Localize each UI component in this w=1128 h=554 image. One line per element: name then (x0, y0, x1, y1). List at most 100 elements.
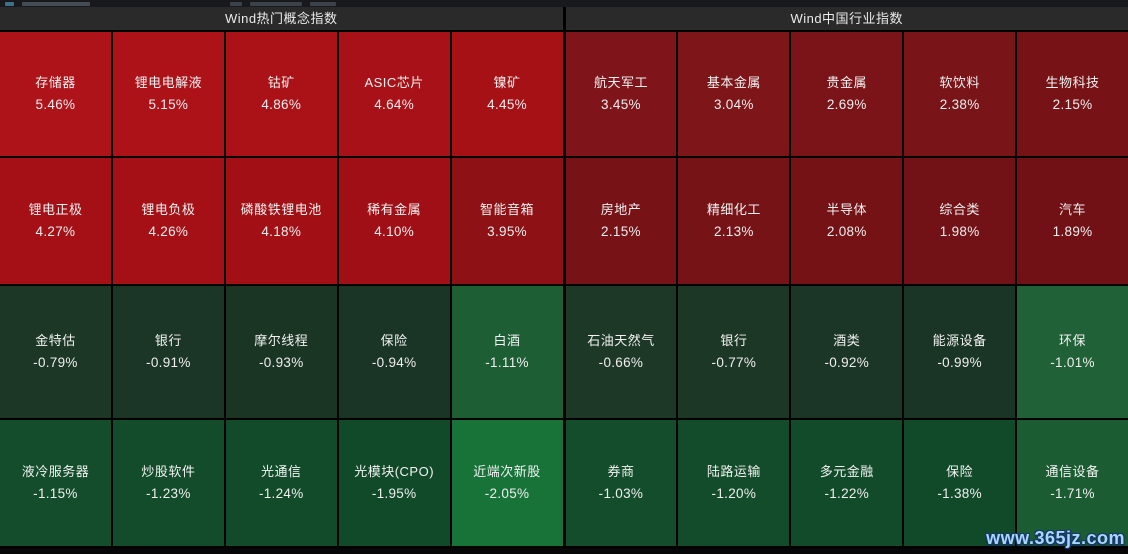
heatmap-cell[interactable]: 精细化工 2.13% (678, 158, 789, 284)
cell-name: 航天军工 (594, 76, 648, 89)
cell-value: -1.24% (259, 487, 304, 501)
section-header-band: Wind热门概念指数 Wind中国行业指数 (0, 7, 1128, 32)
clipped-toolbar-icon (5, 2, 14, 6)
cell-value: -0.94% (372, 356, 417, 370)
cell-value: -0.91% (146, 356, 191, 370)
cell-name: 稀有金属 (367, 203, 421, 216)
cell-value: 2.13% (714, 225, 754, 239)
heatmap-cell[interactable]: 能源设备-0.99% (904, 286, 1015, 418)
cell-name: 摩尔线程 (254, 334, 308, 347)
cell-name: 保险 (381, 334, 408, 347)
heatmap-cell[interactable]: 银行 -0.77% (678, 286, 789, 418)
heatmap-cell[interactable]: 保险 -0.94% (339, 286, 450, 418)
cell-value: -0.66% (599, 356, 644, 370)
heatmap-cell[interactable]: 存储器 5.46% (0, 32, 111, 156)
cell-value: -1.22% (824, 487, 869, 501)
cell-value: -1.01% (1050, 356, 1095, 370)
cell-value: -1.95% (372, 487, 417, 501)
cell-name: 多元金融 (820, 465, 874, 478)
cell-name: 陆路运输 (707, 465, 761, 478)
clipped-toolbar-fragment (310, 2, 336, 6)
bottom-bar (0, 548, 1128, 554)
cell-value: 5.15% (148, 98, 188, 112)
heatmap-cell[interactable]: 液冷服务器-1.15% (0, 420, 111, 546)
cell-value: 5.46% (36, 98, 76, 112)
cell-name: 白酒 (494, 334, 521, 347)
heatmap-cell[interactable]: 光模块(CPO)-1.95% (339, 420, 450, 546)
heatmap-cell[interactable]: 石油天然气 -0.66% (566, 286, 677, 418)
clipped-toolbar (0, 0, 1128, 7)
heatmap-cell[interactable]: 软饮料 2.38% (904, 32, 1015, 156)
cell-name: 保险 (946, 465, 973, 478)
cell-value: 4.64% (374, 98, 414, 112)
section-title-industry: Wind中国行业指数 (790, 12, 903, 25)
cell-value: 1.89% (1053, 225, 1093, 239)
header-half-right: Wind中国行业指数 (563, 7, 1128, 30)
cell-value: -1.11% (485, 356, 529, 370)
cell-value: 3.95% (487, 225, 527, 239)
heatmap-cell[interactable]: 炒股软件-1.23% (113, 420, 224, 546)
cell-value: -0.92% (824, 356, 869, 370)
heatmap-cell[interactable]: 环保 -1.01% (1017, 286, 1128, 418)
cell-name: 锂电电解液 (135, 76, 203, 89)
cell-name: 炒股软件 (141, 465, 195, 478)
cell-value: 2.69% (827, 98, 867, 112)
heatmap-cell[interactable]: 银行 -0.91% (113, 286, 224, 418)
heatmap-cell[interactable]: 白酒 -1.11% (452, 286, 563, 418)
heatmap-cell[interactable]: 多元金融 -1.22% (791, 420, 902, 546)
cell-value: -0.77% (712, 356, 757, 370)
heatmap-cell[interactable]: 光通信 -1.24% (226, 420, 337, 546)
cell-name: 综合类 (939, 203, 980, 216)
heatmap-cell[interactable]: 金特估-0.79% (0, 286, 111, 418)
cell-name: 锂电负极 (141, 203, 195, 216)
heatmap-cell[interactable]: 汽车 1.89% (1017, 158, 1128, 284)
cell-name: 金特估 (35, 334, 76, 347)
heatmap-cell[interactable]: 酒类-0.92% (791, 286, 902, 418)
cell-name: 基本金属 (707, 76, 761, 89)
cell-value: 2.38% (940, 98, 980, 112)
cell-name: 存储器 (35, 76, 76, 89)
heatmap-cell[interactable]: 贵金属 2.69% (791, 32, 902, 156)
cell-name: 精细化工 (707, 203, 761, 216)
heatmap-cell[interactable]: 智能音箱 3.95% (452, 158, 563, 284)
cell-name: 通信设备 (1046, 465, 1100, 478)
heatmap-cell[interactable]: 航天军工 3.45% (566, 32, 677, 156)
heatmap-cell[interactable]: 摩尔线程-0.93% (226, 286, 337, 418)
watermark: www.365jz.com (986, 528, 1125, 549)
cell-name: 银行 (720, 334, 747, 347)
cell-value: -1.71% (1050, 487, 1095, 501)
heatmap-cell[interactable]: 陆路运输-1.20% (678, 420, 789, 546)
cell-value: 2.15% (601, 225, 641, 239)
cell-value: 3.45% (601, 98, 641, 112)
heatmap-cell[interactable]: 近端次新股-2.05% (452, 420, 563, 546)
cell-name: 智能音箱 (480, 203, 534, 216)
section-title-concept: Wind热门概念指数 (225, 12, 338, 25)
cell-name: 能源设备 (933, 334, 987, 347)
heatmap-cell[interactable]: 券商-1.03% (566, 420, 677, 546)
cell-name: 汽车 (1059, 203, 1086, 216)
heatmap-cell[interactable]: 锂电电解液 5.15% (113, 32, 224, 156)
cell-value: 2.08% (827, 225, 867, 239)
cell-value: -1.38% (937, 487, 982, 501)
cell-name: 石油天然气 (587, 334, 655, 347)
cell-name: 软饮料 (939, 76, 980, 89)
cell-name: 银行 (155, 334, 182, 347)
cell-name: 光通信 (261, 465, 302, 478)
cell-name: 镍矿 (494, 76, 521, 89)
clipped-toolbar-fragment (230, 2, 242, 6)
cell-name: 环保 (1059, 334, 1086, 347)
cell-name: 贵金属 (826, 76, 867, 89)
